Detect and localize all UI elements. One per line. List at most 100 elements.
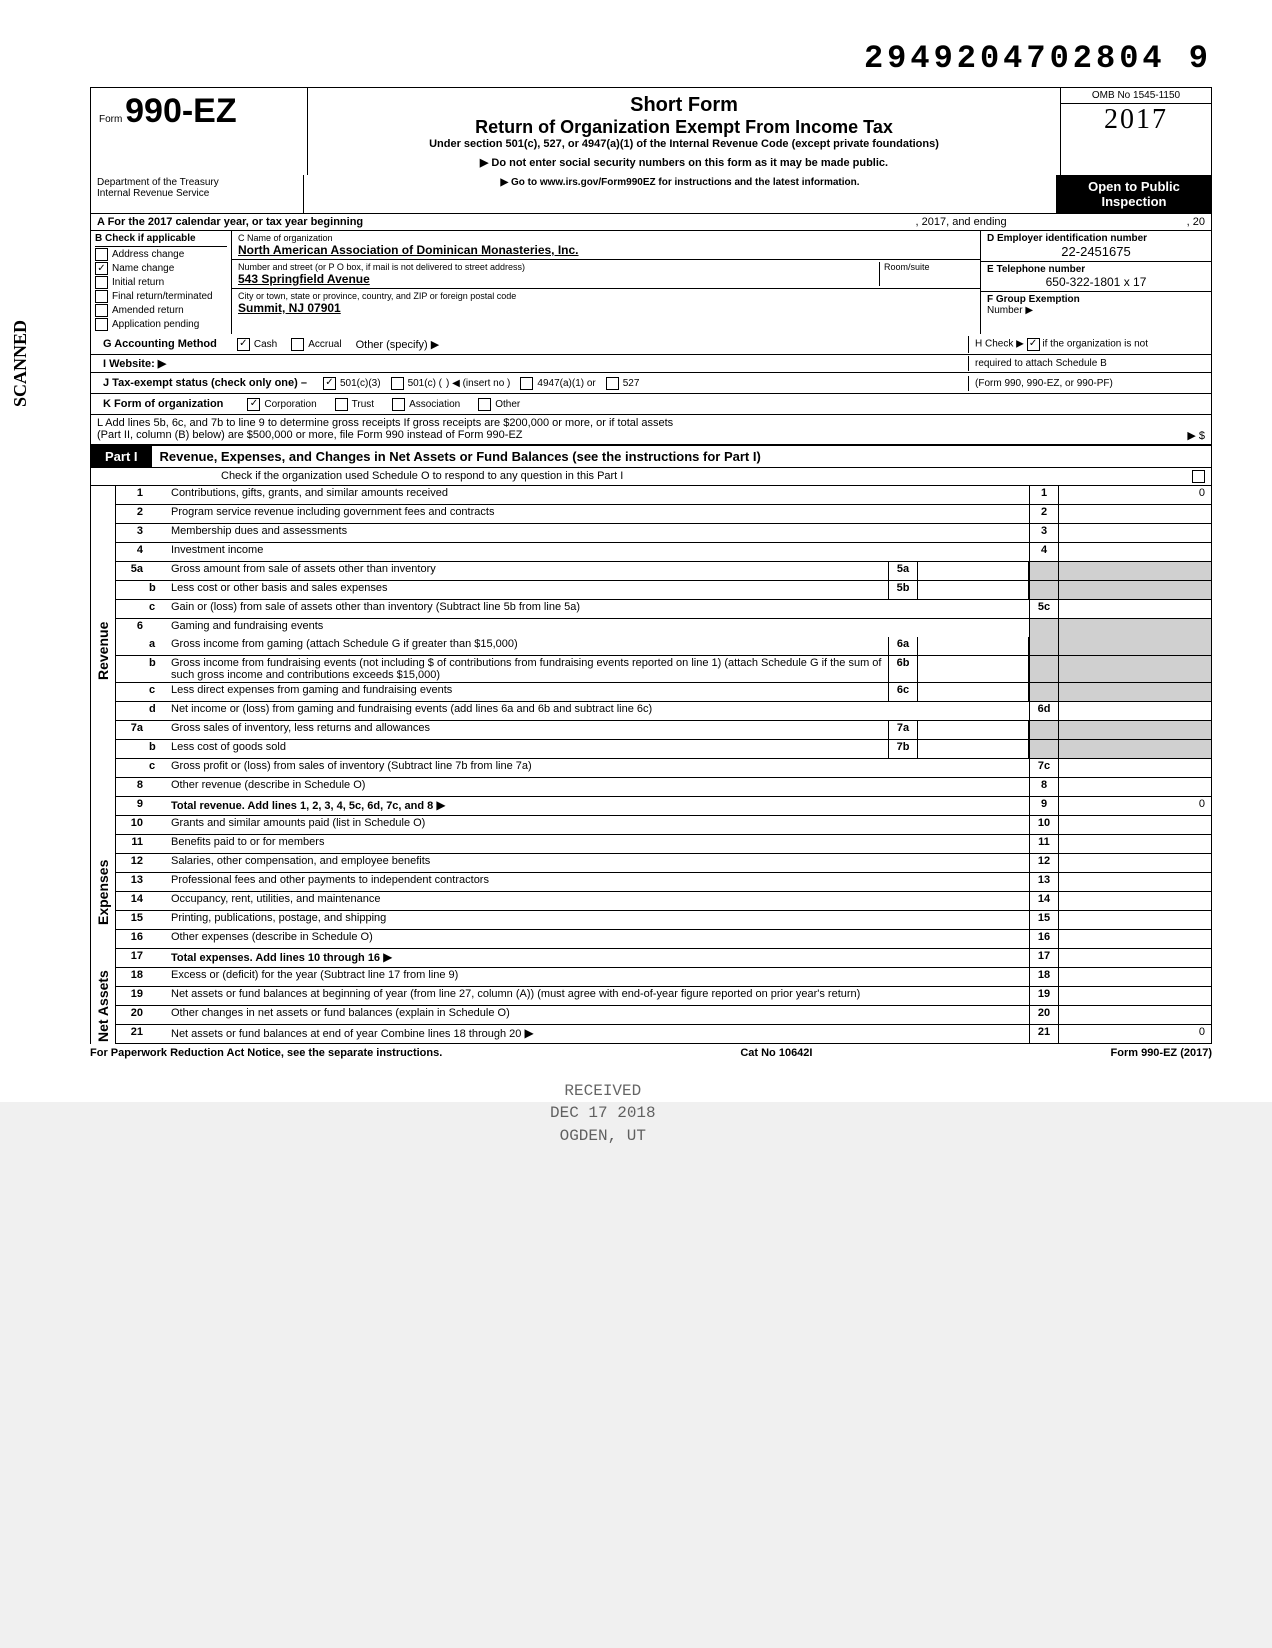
chk-cash[interactable]: ✓Cash: [237, 338, 277, 351]
val-1: 0: [1059, 486, 1211, 504]
chk-final-return[interactable]: Final return/terminated: [95, 290, 227, 303]
chk-schedule-o[interactable]: [1192, 470, 1205, 483]
row-j: J Tax-exempt status (check only one) – ✓…: [90, 373, 1212, 394]
row-a: A For the 2017 calendar year, or tax yea…: [90, 214, 1212, 231]
footer-mid: Cat No 10642I: [740, 1047, 812, 1059]
chk-trust[interactable]: Trust: [335, 398, 374, 411]
expenses-label: Expenses: [90, 816, 116, 968]
expenses-section: Expenses 10 Grants and similar amounts p…: [90, 816, 1212, 968]
chk-501c[interactable]: 501(c) () ◀ (insert no ): [391, 377, 511, 390]
chk-name-change[interactable]: ✓Name change: [95, 262, 227, 275]
chk-amended-return[interactable]: Amended return: [95, 304, 227, 317]
e-phone: E Telephone number 650-322-1801 x 17: [981, 262, 1211, 292]
line-7a: 7a Gross sales of inventory, less return…: [90, 721, 1212, 740]
checkbox-icon: [478, 398, 491, 411]
tax-year: 2017: [1061, 104, 1211, 136]
col-c: C Name of organization North American As…: [232, 231, 981, 334]
chk-other-org[interactable]: Other: [478, 398, 520, 411]
row-k: K Form of organization ✓Corporation Trus…: [90, 394, 1212, 415]
chk-application-pending[interactable]: Application pending: [95, 318, 227, 331]
k-label: K Form of organization: [97, 396, 229, 412]
c-city-value: Summit, NJ 07901: [238, 301, 974, 315]
line-8: 8 Other revenue (describe in Schedule O)…: [90, 778, 1212, 797]
val-9: 0: [1059, 797, 1211, 815]
checkbox-icon: ✓: [95, 262, 108, 275]
checkbox-icon: [606, 377, 619, 390]
title-cell: Short Form Return of Organization Exempt…: [308, 88, 1060, 175]
c-name: C Name of organization North American As…: [232, 231, 980, 260]
line-20: 20 Other changes in net assets or fund b…: [90, 1006, 1212, 1025]
form-header: Form 990-EZ Short Form Return of Organiz…: [90, 87, 1212, 175]
line-6a: a Gross income from gaming (attach Sched…: [90, 637, 1212, 656]
c-city-label: City or town, state or province, country…: [238, 291, 974, 301]
stamp-l2: DEC 17 2018: [550, 1102, 656, 1124]
line-3: 3 Membership dues and assessments 3: [90, 524, 1212, 543]
line-11: 11 Benefits paid to or for members 11: [90, 835, 1212, 854]
checkbox-icon: [95, 248, 108, 261]
part1-header: Part I Revenue, Expenses, and Changes in…: [90, 445, 1212, 468]
open-line2: Inspection: [1059, 194, 1209, 209]
c-street: Number and street (or P O box, if mail i…: [232, 260, 980, 289]
chk-initial-return[interactable]: Initial return: [95, 276, 227, 289]
margin-annotations: SCANNED: [10, 300, 31, 427]
chk-schedule-b[interactable]: ✓: [1027, 338, 1040, 351]
checkbox-icon: [392, 398, 405, 411]
row-a-prefix: A For the 2017 calendar year, or tax yea…: [97, 216, 363, 228]
line-5a: 5a Gross amount from sale of assets othe…: [90, 562, 1212, 581]
title-main: Return of Organization Exempt From Incom…: [318, 117, 1050, 138]
line-6c: c Less direct expenses from gaming and f…: [90, 683, 1212, 702]
chk-4947[interactable]: 4947(a)(1) or: [520, 377, 595, 390]
c-room-label: Room/suite: [884, 262, 974, 272]
g-other: Other (specify) ▶: [356, 338, 440, 351]
line-2: 2 Program service revenue including gove…: [90, 505, 1212, 524]
document-number: 2949204702804 9: [90, 40, 1212, 77]
c-name-label: C Name of organization: [238, 233, 974, 243]
checkbox-icon: ✓: [323, 377, 336, 390]
j-label: J Tax-exempt status (check only one) –: [97, 375, 313, 391]
col-de: D Employer identification number 22-2451…: [981, 231, 1211, 334]
received-stamp: RECEIVED DEC 17 2018 OGDEN, UT: [550, 1080, 656, 1147]
h-text2: if the organization is not: [1042, 338, 1148, 349]
chk-527[interactable]: 527: [606, 377, 640, 390]
footer-right: Form 990-EZ (2017): [1111, 1047, 1212, 1059]
omb-number: OMB No 1545-1150: [1061, 88, 1211, 104]
line-12: 12 Salaries, other compensation, and emp…: [90, 854, 1212, 873]
checkbox-icon: [520, 377, 533, 390]
l-line1: L Add lines 5b, 6c, and 7b to line 9 to …: [97, 417, 1205, 429]
line-5c: c Gain or (loss) from sale of assets oth…: [90, 600, 1212, 619]
footer-left: For Paperwork Reduction Act Notice, see …: [90, 1047, 442, 1059]
e-label: E Telephone number: [987, 264, 1205, 275]
checkbox-icon: [391, 377, 404, 390]
schedule-o-row: Check if the organization used Schedule …: [90, 468, 1212, 486]
h-text1: H Check ▶: [975, 338, 1024, 349]
c-name-value: North American Association of Dominican …: [238, 243, 974, 257]
g-label: G Accounting Method: [97, 336, 223, 352]
line-6b: b Gross income from fundraising events (…: [90, 656, 1212, 683]
line-16: 16 Other expenses (describe in Schedule …: [90, 930, 1212, 949]
col-b: B Check if applicable Address change ✓Na…: [91, 231, 232, 334]
footer-row: For Paperwork Reduction Act Notice, see …: [90, 1044, 1212, 1062]
chk-address-change[interactable]: Address change: [95, 248, 227, 261]
omb-cell: OMB No 1545-1150 2017: [1060, 88, 1211, 175]
netassets-label: Net Assets: [90, 968, 116, 1044]
e-value: 650-322-1801 x 17: [987, 275, 1205, 289]
goto-cell: ▶ Go to www.irs.gov/Form990EZ for instru…: [304, 175, 1056, 213]
chk-corporation[interactable]: ✓Corporation: [247, 398, 316, 411]
c-street-label: Number and street (or P O box, if mail i…: [238, 262, 879, 272]
netassets-section: Net Assets 18 Excess or (deficit) for th…: [90, 968, 1212, 1044]
dept-cell: Department of the Treasury Internal Reve…: [91, 175, 304, 213]
chk-accrual[interactable]: Accrual: [291, 338, 341, 351]
revenue-label: Revenue: [90, 486, 116, 816]
c-city: City or town, state or province, country…: [232, 289, 980, 317]
chk-501c3[interactable]: ✓501(c)(3): [323, 377, 381, 390]
line-10: 10 Grants and similar amounts paid (list…: [90, 816, 1212, 835]
title-short: Short Form: [318, 94, 1050, 117]
chk-association[interactable]: Association: [392, 398, 460, 411]
stamp-l1: RECEIVED: [550, 1080, 656, 1102]
row-a-mid: , 2017, and ending: [916, 216, 1007, 228]
checkbox-icon: [95, 290, 108, 303]
f-label: F Group Exemption: [987, 294, 1205, 305]
title-under: Under section 501(c), 527, or 4947(a)(1)…: [318, 138, 1050, 150]
checkbox-icon: [95, 276, 108, 289]
line-15: 15 Printing, publications, postage, and …: [90, 911, 1212, 930]
